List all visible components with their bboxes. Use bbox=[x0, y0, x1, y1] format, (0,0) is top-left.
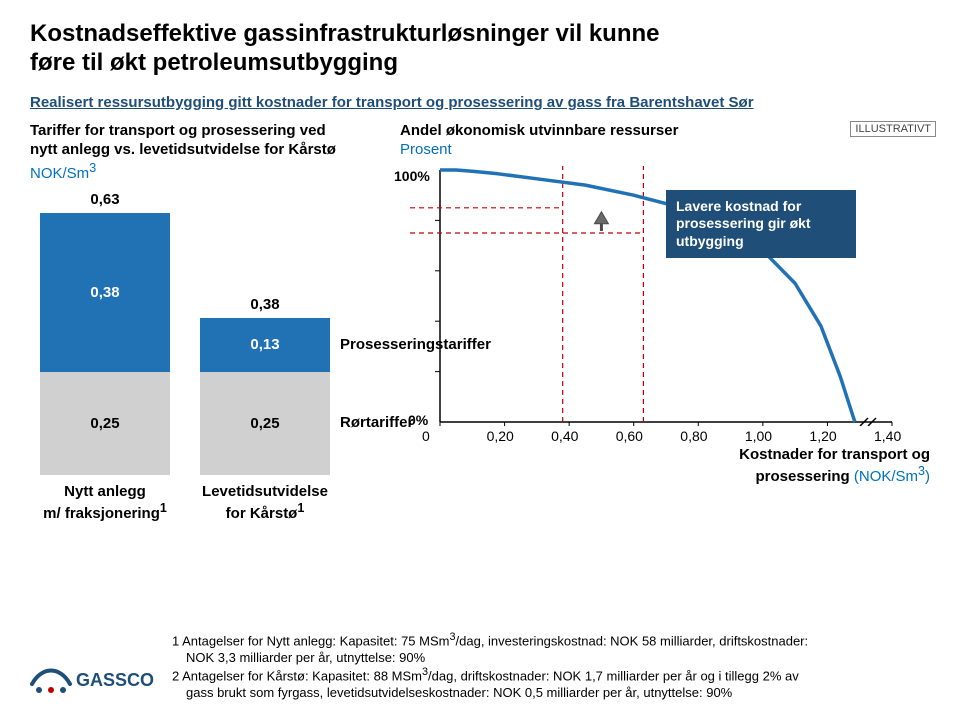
x-tick: 1,00 bbox=[745, 428, 772, 444]
bar-area: 0,63 0,38 0,25 Nytt anlegg m/ fraksjoner… bbox=[30, 189, 390, 519]
logo: GASSCO bbox=[30, 660, 160, 701]
left-unit: NOK/Sm3 bbox=[30, 165, 96, 182]
left-chart: Tariffer for transport og prosessering v… bbox=[30, 121, 390, 520]
footnotes: 1 Antagelser for Nytt anlegg: Kapasitet:… bbox=[172, 631, 930, 701]
x-tick: 0,40 bbox=[551, 428, 578, 444]
x-axis-label: Kostnader for transport og prosessering … bbox=[630, 446, 930, 486]
left-chart-title: Tariffer for transport og prosessering v… bbox=[30, 121, 390, 184]
bar-2-seg-bot: 0,25 bbox=[200, 372, 330, 475]
bar-1-seg-top: 0,38 bbox=[40, 213, 170, 372]
svg-text:GASSCO: GASSCO bbox=[76, 670, 154, 690]
chart-area: 100% 0% Lavere kostnad for prosessering … bbox=[400, 166, 930, 496]
bar-1: 0,63 0,38 0,25 Nytt anlegg m/ fraksjoner… bbox=[40, 213, 170, 519]
page-title: Kostnadseffektive gassinfrastrukturløsni… bbox=[30, 20, 930, 78]
x-tick: 1,40 bbox=[874, 428, 901, 444]
bar-1-seg-bot: 0,25 bbox=[40, 372, 170, 475]
footer: GASSCO 1 Antagelser for Nytt anlegg: Kap… bbox=[30, 631, 930, 701]
footnote-2: 2 Antagelser for Kårstø: Kapasitet: 88 M… bbox=[172, 666, 930, 701]
bar-2-seg-top: 0,13 bbox=[200, 318, 330, 372]
bar-2-total: 0,38 bbox=[200, 296, 330, 313]
gassco-logo-icon: GASSCO bbox=[30, 660, 160, 696]
illustrative-tag: ILLUSTRATIVT bbox=[850, 121, 936, 137]
content-row: Tariffer for transport og prosessering v… bbox=[30, 121, 930, 520]
x-tick: 0,20 bbox=[487, 428, 514, 444]
annotation-box: Lavere kostnad for prosessering gir økt … bbox=[666, 190, 856, 259]
bar-1-total: 0,63 bbox=[40, 191, 170, 208]
bar-2: 0,38 0,13 0,25 Levetidsutvidelse for Kår… bbox=[200, 318, 330, 519]
footnote-1: 1 Antagelser for Nytt anlegg: Kapasitet:… bbox=[172, 631, 930, 666]
bar-2-x-label: Levetidsutvidelse for Kårstø1 bbox=[202, 483, 328, 523]
title-line-2: føre til økt petroleumsutbygging bbox=[30, 49, 398, 76]
x-tick: 1,20 bbox=[809, 428, 836, 444]
bar-1-x-label: Nytt anlegg m/ fraksjonering1 bbox=[43, 483, 167, 523]
x-tick: 0,80 bbox=[680, 428, 707, 444]
right-chart: Andel økonomisk utvinnbare ressurser Pro… bbox=[390, 121, 930, 520]
left-heading-1: Tariffer for transport og prosessering v… bbox=[30, 122, 326, 139]
title-line-1: Kostnadseffektive gassinfrastrukturløsni… bbox=[30, 20, 660, 47]
x-tick: 0,60 bbox=[616, 428, 643, 444]
left-heading-2: nytt anlegg vs. levetidsutvidelse for Kå… bbox=[30, 141, 336, 158]
x-tick: 0 bbox=[422, 428, 430, 444]
subtitle: Realisert ressursutbygging gitt kostnade… bbox=[30, 94, 930, 111]
